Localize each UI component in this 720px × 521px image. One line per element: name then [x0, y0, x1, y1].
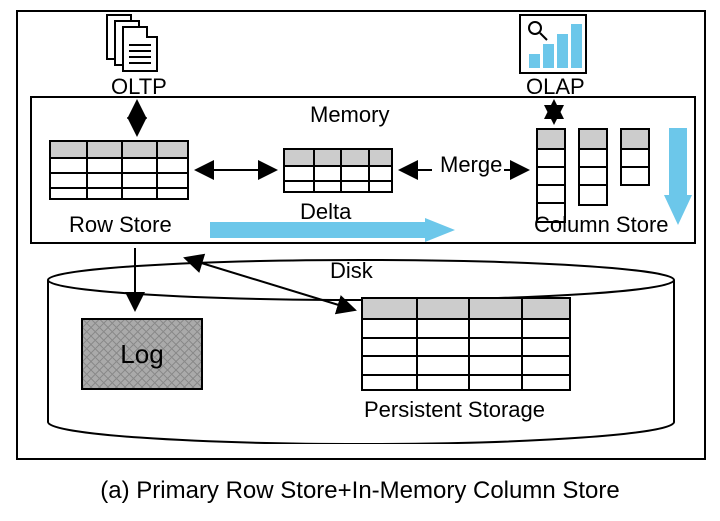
disk-label: Disk [330, 258, 373, 284]
olap-chart-icon [519, 14, 587, 74]
delta-label: Delta [300, 199, 351, 225]
caption-tag: (a) [100, 477, 129, 504]
log-label: Log [120, 339, 163, 370]
log-box: Log [81, 318, 203, 390]
caption: (a) Primary Row Store+In-Memory Column S… [0, 477, 720, 505]
olap-label: OLAP [526, 74, 585, 100]
delta-table [283, 148, 393, 193]
merge-label-top: Merge [440, 152, 502, 178]
column-store [536, 128, 656, 223]
oltp-label: OLTP [111, 74, 167, 100]
row-store-table [49, 140, 189, 200]
persistent-storage-table [361, 297, 571, 391]
persistent-label: Persistent Storage [364, 397, 545, 423]
rowstore-label: Row Store [69, 212, 172, 238]
magnifier-icon [527, 20, 549, 42]
columnstore-label: Column Store [534, 212, 669, 238]
caption-text: Primary Row Store+In-Memory Column Store [136, 477, 619, 504]
documents-icon [106, 14, 166, 74]
memory-label: Memory [310, 102, 389, 128]
